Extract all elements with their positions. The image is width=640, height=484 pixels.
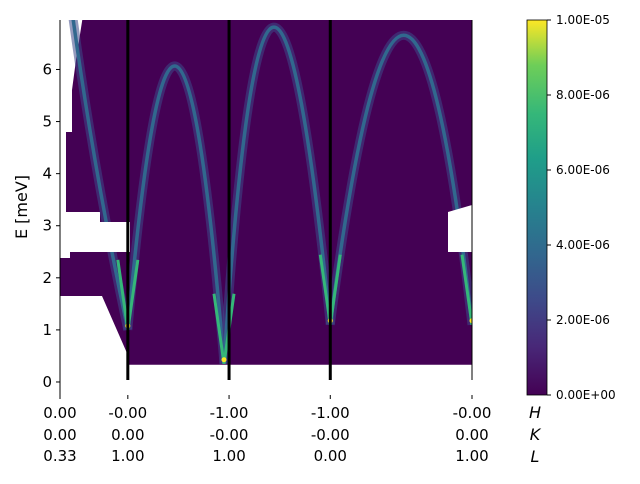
minimum-right-3 xyxy=(470,314,472,325)
y-tick-label-6: 6 xyxy=(42,60,52,78)
y-axis-label: E [meV] xyxy=(12,175,31,239)
x-axis-names: HKL xyxy=(529,403,542,466)
colorbar-gradient xyxy=(526,19,548,396)
axis-name-h: H xyxy=(529,403,541,422)
x-tick-h-0: 0.00 xyxy=(43,404,76,422)
minimum-right-0 xyxy=(126,259,140,331)
x-tick-l-0: 0.33 xyxy=(43,447,76,465)
x-tick-l-1: 1.00 xyxy=(111,447,144,465)
minimum-left-0 xyxy=(116,259,130,331)
x-tick-k-4: 0.00 xyxy=(455,426,488,444)
branch-1 xyxy=(126,64,226,364)
colorbar: 0.00E+00 2.00E-06 4.00E-06 6.00E-06 8.00E-06… xyxy=(526,13,616,402)
x-tick-h-2: -1.00 xyxy=(210,404,249,422)
branch-2 xyxy=(222,25,333,364)
segment-boundaries xyxy=(126,20,473,380)
branch-0 xyxy=(71,20,130,331)
axis-name-k: K xyxy=(530,425,542,444)
y-tick-label-3: 3 xyxy=(42,217,52,235)
axis-name-l: L xyxy=(531,447,540,466)
x-tick-k-2: -0.00 xyxy=(210,426,249,444)
y-tick-label-5: 5 xyxy=(42,113,52,131)
coverage-gaps xyxy=(60,205,472,252)
colorbar-tick-label-3: 6.00E-06 xyxy=(556,163,610,177)
x-tick-l-2: 1.00 xyxy=(212,447,245,465)
x-tick-h-4: -0.00 xyxy=(453,404,492,422)
x-tick-h-3: -1.00 xyxy=(311,404,350,422)
minimum-left-3 xyxy=(460,254,472,325)
y-tick-label-1: 1 xyxy=(42,321,52,339)
x-tick-h-1: -0.00 xyxy=(108,404,147,422)
x-tick-l-3: 0.00 xyxy=(314,447,347,465)
x-tick-k-1: 0.00 xyxy=(111,426,144,444)
branch-3 xyxy=(328,33,472,325)
plot-area xyxy=(60,20,472,365)
minimum-right-2 xyxy=(328,254,342,325)
colorbar-tick-label-4: 8.00E-06 xyxy=(556,88,610,102)
colorbar-tick-label-1: 2.00E-06 xyxy=(556,313,610,327)
colorbar-tick-label-2: 4.00E-06 xyxy=(556,238,610,252)
x-tick-k-0: 0.00 xyxy=(43,426,76,444)
colorbar-tick-label-5: 1.00E-05 xyxy=(556,13,610,27)
minimum-left-2 xyxy=(318,254,332,325)
y-tick-label-4: 4 xyxy=(42,165,52,183)
gap-right xyxy=(448,212,472,252)
x-tick-k-3: -0.00 xyxy=(311,426,350,444)
minimum-point-1 xyxy=(221,357,227,363)
x-axis-ticks: 0.00 0.00 0.33 -0.00 0.00 1.00 -1.00 -0.00 1.00 -… xyxy=(43,395,491,465)
gap-left xyxy=(60,222,130,252)
gap-right-edge xyxy=(448,205,472,212)
minimum-left-1 xyxy=(212,293,226,364)
minimum-point-3 xyxy=(469,318,472,324)
colorbar-ticks: 0.00E+00 2.00E-06 4.00E-06 6.00E-06 8.00E-06… xyxy=(547,13,616,402)
y-axis-ticks: 0 1 2 3 4 5 6 xyxy=(42,60,60,391)
y-tick-label-0: 0 xyxy=(42,373,52,391)
x-tick-l-4: 1.00 xyxy=(455,447,488,465)
y-tick-label-2: 2 xyxy=(42,269,52,287)
dispersion-branches xyxy=(68,20,472,365)
colorbar-tick-label-0: 0.00E+00 xyxy=(556,388,616,402)
